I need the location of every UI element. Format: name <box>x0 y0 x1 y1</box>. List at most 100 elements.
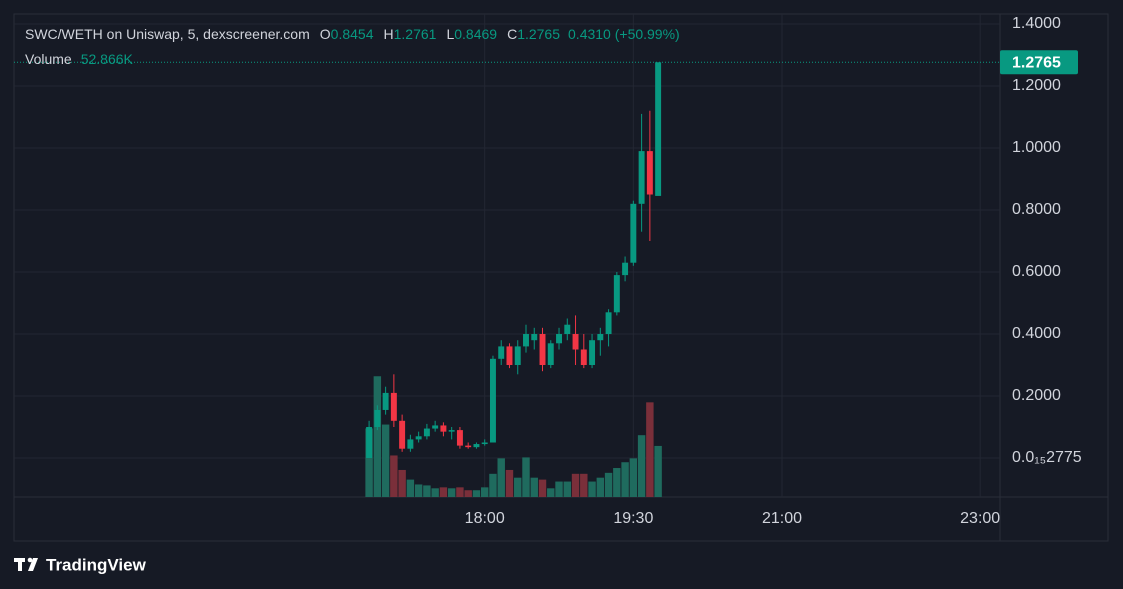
volume-bar <box>464 490 472 497</box>
candle-body <box>572 334 579 350</box>
candle-body <box>655 62 662 196</box>
volume-bar <box>381 424 390 497</box>
candle-body <box>531 334 538 341</box>
y-tick-label: 0.6000 <box>1012 263 1061 280</box>
candle-body <box>374 409 381 428</box>
volume-bar <box>530 477 538 497</box>
volume-value: 52.866K <box>80 51 133 67</box>
volume-bar <box>621 462 629 497</box>
candle-body <box>539 334 546 366</box>
y-tick-label: 0.8000 <box>1012 201 1061 218</box>
volume-bar <box>406 479 415 497</box>
spacer <box>560 26 568 42</box>
volume-bar <box>365 428 373 497</box>
ohlc-label: H <box>383 26 394 42</box>
volume-bar <box>431 488 439 497</box>
volume-bar <box>489 473 497 497</box>
candle-body <box>382 392 389 410</box>
candle-body <box>580 349 587 366</box>
volume-bar <box>613 468 621 497</box>
last-price-tag <box>1000 50 1078 75</box>
volume-layer <box>365 376 662 497</box>
y-tick-label: 1.2000 <box>1012 77 1061 94</box>
y-tick-label: 1.4000 <box>1012 15 1061 32</box>
spacer <box>310 26 320 42</box>
candle-body <box>456 430 463 446</box>
candle-body <box>523 334 529 347</box>
spacer <box>373 26 383 42</box>
volume-bar <box>637 435 646 497</box>
candle-body <box>489 358 496 443</box>
volume-bar <box>423 485 431 497</box>
volume-bar <box>472 490 481 497</box>
spacer <box>497 26 507 42</box>
candle-body <box>613 275 620 313</box>
volume-bar <box>439 487 448 497</box>
chart-frame <box>13 13 1109 542</box>
x-tick-label: 21:00 <box>762 510 802 527</box>
volume-bar <box>538 479 547 497</box>
volume-bar <box>604 472 613 497</box>
spacer <box>72 51 81 67</box>
x-tick-label: 23:00 <box>960 510 1000 527</box>
volume-bar <box>563 481 571 497</box>
volume-bar <box>398 469 406 497</box>
candle-body <box>622 262 629 276</box>
y-tick-label: 0.0₁₅2775 <box>1012 449 1082 466</box>
volume-row: Volume 52.866K <box>25 51 133 67</box>
candle-body <box>407 439 414 449</box>
candle-layer <box>366 62 662 459</box>
axes: 0.0₁₅2775 0.2000 0.4000 0.6000 0.8000 1.0000 1… <box>14 15 1082 466</box>
change: 0.4310 (+50.99%) <box>568 26 680 42</box>
symbol-title: SWC/WETH on Uniswap, 5, dexscreener.com <box>25 26 310 42</box>
y-tick-label: 0.2000 <box>1012 387 1061 404</box>
volume-bar <box>456 487 464 497</box>
x-tick-label: 19:30 <box>613 510 653 527</box>
grid <box>14 14 1000 497</box>
volume-bar <box>555 481 563 497</box>
volume-bar <box>654 445 662 497</box>
volume-bar <box>514 477 522 497</box>
x-tick-label: 18:00 <box>465 510 505 527</box>
ohlc-value: 1.2765 <box>517 26 561 42</box>
candle-body <box>605 312 612 335</box>
candle-body <box>390 392 397 421</box>
candle-body <box>547 343 554 366</box>
volume-bar <box>596 477 605 497</box>
brand-text: TradingView <box>46 555 147 574</box>
candle-body <box>556 334 562 344</box>
ohlc-value: 1.2761 <box>393 26 437 42</box>
volume-bar <box>390 455 398 497</box>
y-tick-label: 1.0000 <box>1012 139 1061 156</box>
volume-label: Volume <box>25 51 72 67</box>
volume-bar <box>588 481 596 497</box>
volume-bar <box>373 376 382 497</box>
candle-body <box>366 427 373 459</box>
candle-body <box>399 420 406 449</box>
spacer <box>436 26 446 42</box>
volume-bar <box>505 469 514 497</box>
volume-bar <box>571 473 580 497</box>
candle-body <box>589 340 596 366</box>
candle-body <box>423 428 430 437</box>
candle-body <box>415 436 422 440</box>
candle-body <box>630 203 637 263</box>
volume-bar <box>580 473 588 497</box>
candle-body <box>564 324 571 335</box>
ohlc-label: O <box>319 26 331 42</box>
y-tick-label: 0.4000 <box>1012 325 1061 342</box>
last-price-label: 1.2765 <box>1012 55 1061 72</box>
candle-body <box>440 425 447 432</box>
volume-bar <box>447 488 456 497</box>
volume-bar <box>414 484 423 497</box>
candle-body <box>506 346 513 366</box>
candle-body <box>597 334 604 341</box>
ohlc-label: C <box>507 26 518 42</box>
legend-row: SWC/WETH on Uniswap, 5, dexscreener.com … <box>25 26 680 42</box>
candle-body <box>646 151 653 195</box>
candle-body <box>448 430 455 432</box>
ohlc-value: 0.8469 <box>454 26 498 42</box>
volume-bar <box>480 487 489 497</box>
